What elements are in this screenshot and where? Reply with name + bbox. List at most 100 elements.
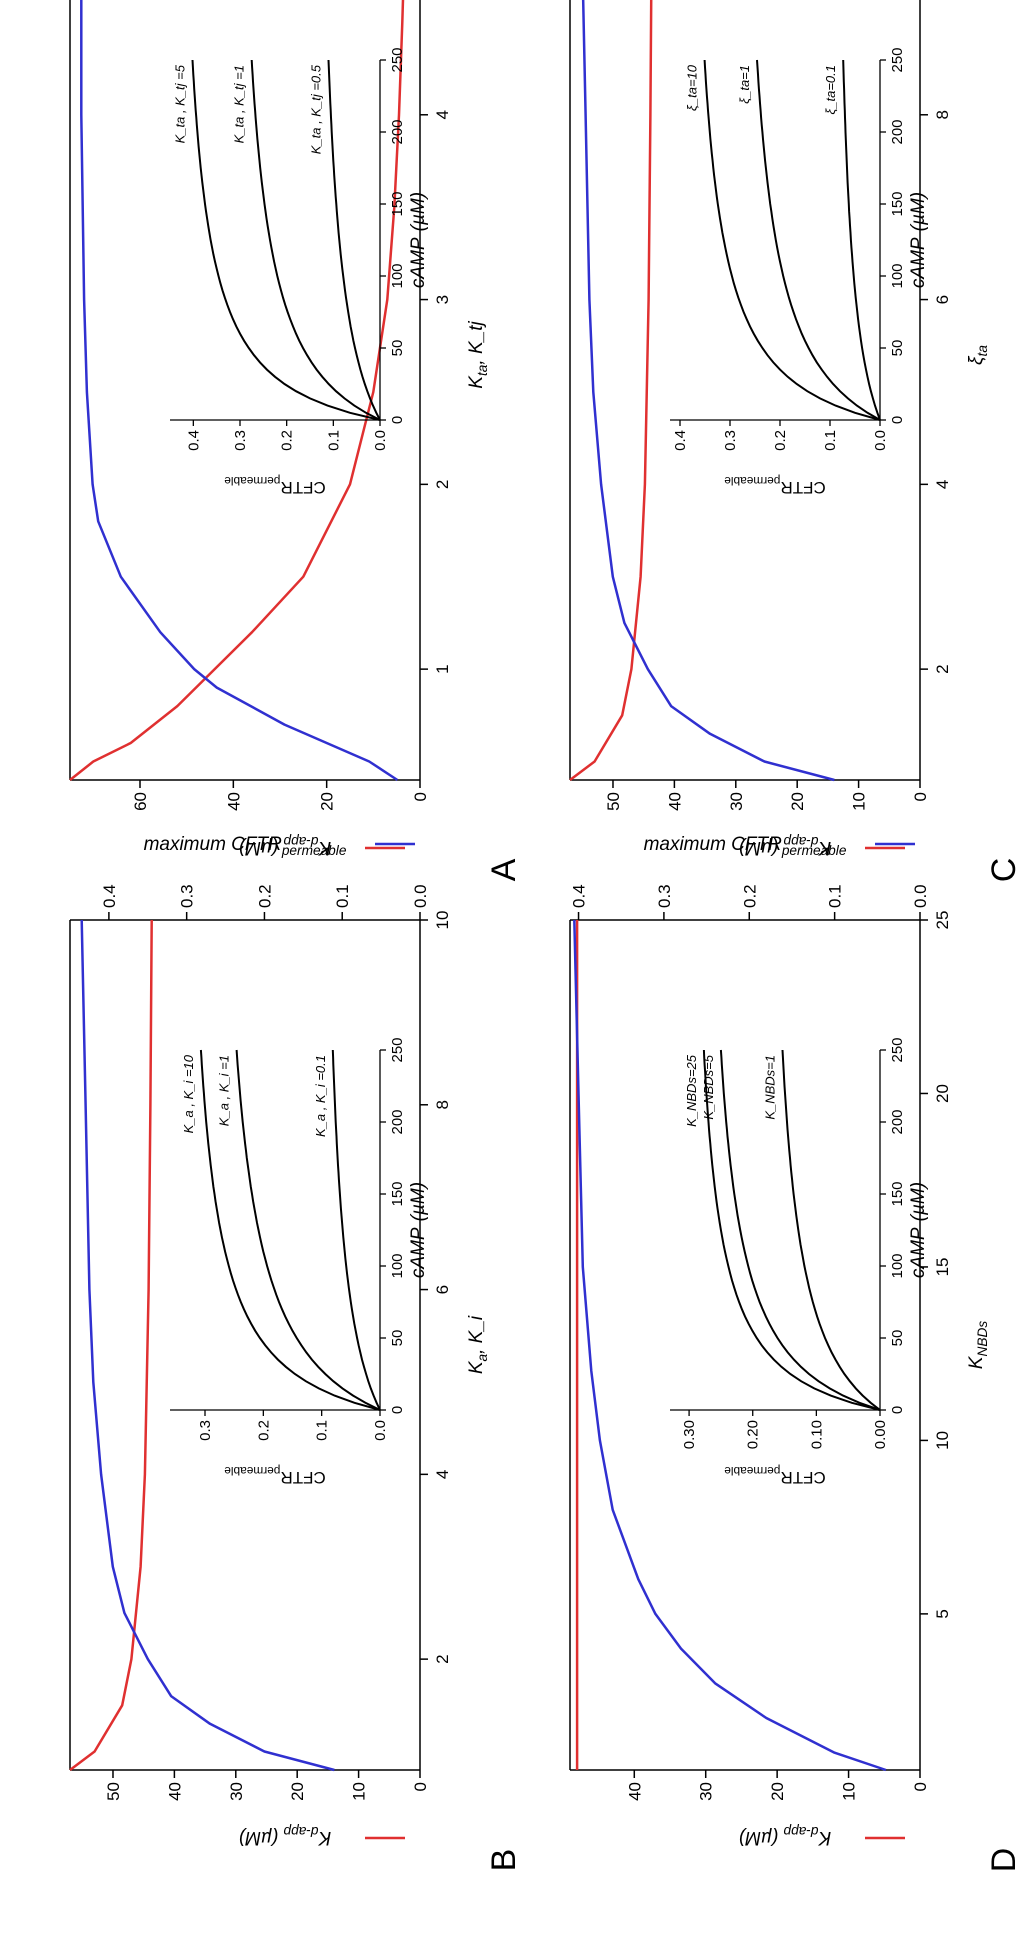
y-left-label-group: Kd-app (µM) — [239, 1824, 405, 1848]
inset-x-tick-label: 150 — [389, 191, 406, 216]
y-right-tick-label: 0.0 — [411, 884, 430, 908]
x-tick-label: 15 — [933, 1257, 952, 1276]
inset-curve — [702, 1049, 881, 1411]
inset-x-tick-label: 200 — [889, 119, 906, 144]
inset-y-tick-label: 0.2 — [255, 1420, 272, 1441]
y-right-axis-label: maximum CFTRpermeable — [644, 834, 847, 858]
inset-y-tick-label: 0.10 — [808, 1420, 825, 1449]
inset-curve-label: K_NBDs=25 — [684, 1054, 699, 1127]
y-left-label-group: Kd-app (µM) — [239, 834, 405, 858]
inset-x-axis-label: cAMP(µM) — [908, 1182, 929, 1278]
x-tick-label: 20 — [933, 1084, 952, 1103]
inset-curve-label: ξ_ta=10 — [685, 64, 700, 111]
inset-x-tick-label: 100 — [889, 1253, 906, 1278]
inset-chart: 0 50 100 150 200 250 cAMP(µM) 0.0 0.1 0.2 0.3 0.4 CF… — [170, 47, 429, 497]
y-left-tick-label: 40 — [165, 1782, 184, 1801]
y-left-tick-label: 30 — [697, 1782, 716, 1801]
y-right-axis-label: maximum CFTRpermeable — [144, 834, 347, 858]
inset-x-tick-label: 200 — [389, 1109, 406, 1134]
inset-curve-label: K_ta , K_tj =0.5 — [309, 64, 324, 154]
inset-y-tick-label: 0.3 — [722, 430, 739, 451]
inset-x-tick-label: 50 — [389, 1330, 406, 1347]
inset-y-tick-label: 0.1 — [822, 430, 839, 451]
inset-y-tick-label: 0.20 — [745, 1420, 762, 1449]
y-left-tick-label: 0 — [411, 1782, 430, 1791]
inset-y-tick-label: 0.2 — [279, 430, 296, 451]
inset-y-label-group: CFTRpermeable — [724, 474, 826, 497]
inset-y-tick-label: 0.1 — [314, 1420, 331, 1441]
chart-panel-b: B 2 4 6 8 10 Ka, K_i 0 10 20 30 40 50 0.0 0.1 0.2 0.3 0.4… — [69, 834, 523, 1871]
y-left-tick-label: 10 — [840, 1782, 859, 1801]
chart-panel-d: D 5 10 15 20 25 KNBDs 0 10 20 30 40 0.0 0.1 0.2 0.3 0.4 K… — [569, 834, 1016, 1872]
y-left-tick-label: 20 — [788, 792, 807, 811]
inset-curve — [235, 1049, 381, 1411]
inset-curve-label: K_ta , K_tj =1 — [232, 65, 247, 143]
inset-y-tick-label: 0.2 — [772, 430, 789, 451]
y-right-tick-label: 0.0 — [911, 884, 930, 908]
inset-y-label-group: CFTRpermeable — [724, 1464, 826, 1487]
inset-x-tick-label: 150 — [389, 1181, 406, 1206]
y-left-axis-label: Kd-app (µM) — [239, 1824, 331, 1848]
inset-chart: 0 50 100 150 200 250 cAMP(µM) 0.0 0.1 0.2 0.3 CFTRp… — [170, 1037, 429, 1487]
y-right-tick-label: 0.1 — [333, 884, 352, 908]
inset-y-tick-label: 0.4 — [672, 430, 689, 451]
inset-x-tick-label: 250 — [889, 1037, 906, 1062]
inset-y-tick-label: 0.0 — [372, 430, 389, 451]
inset-curve-label: K_a , K_i =0.1 — [313, 1055, 328, 1137]
inset-curve — [842, 59, 881, 421]
x-tick-label: 2 — [933, 664, 952, 673]
inset-curve — [191, 59, 381, 421]
y-right-tick-label: 0.1 — [826, 884, 845, 908]
x-tick-label: 10 — [933, 1431, 952, 1450]
inset-x-tick-label: 100 — [389, 1253, 406, 1278]
inset-y-tick-label: 0.3 — [232, 430, 249, 451]
x-tick-label: 8 — [933, 110, 952, 119]
y-left-tick-label: 60 — [131, 792, 150, 811]
inset-y-tick-label: 0.00 — [872, 1420, 889, 1449]
y-left-axis-label: Kd-app (µM) — [239, 834, 331, 858]
inset-x-tick-label: 250 — [389, 47, 406, 72]
max-cftr-series-line — [80, 0, 399, 782]
y-left-label-group: Kd-app (µM) — [739, 1824, 905, 1848]
y-left-axis-label: Kd-app (µM) — [739, 834, 831, 858]
inset-y-tick-label: 0.0 — [872, 430, 889, 451]
y-left-tick-label: 40 — [224, 792, 243, 811]
inset-y-label-group: CFTRpermeable — [224, 1464, 326, 1487]
inset-curve — [719, 1049, 881, 1411]
x-axis-label: Ka, K_i — [466, 1315, 490, 1374]
inset-x-tick-label: 150 — [889, 1181, 906, 1206]
inset-y-label-group: CFTRpermeable — [224, 474, 326, 497]
inset-chart: 0 50 100 150 200 250 cAMP(µM) 0.0 0.1 0.2 0.3 0.4 CF… — [670, 47, 929, 497]
inset-curve-label: K_a , K_i =1 — [217, 1055, 232, 1126]
x-tick-label: 10 — [433, 911, 452, 930]
inset-x-tick-label: 0 — [889, 416, 906, 424]
x-tick-label: 4 — [433, 1470, 452, 1479]
y-right-label-group: maximum CFTRpermeable — [644, 834, 915, 858]
x-tick-label: 25 — [933, 911, 952, 930]
inset-y-tick-label: 0.4 — [185, 430, 202, 451]
y-right-tick-label: 0.4 — [570, 884, 589, 908]
inset-curve — [781, 1049, 881, 1411]
y-left-tick-label: 20 — [288, 1782, 307, 1801]
kd-app-series-line — [569, 0, 653, 781]
y-left-tick-label: 40 — [665, 792, 684, 811]
inset-y-tick-label: 0.1 — [325, 430, 342, 451]
y-left-tick-label: 40 — [625, 1782, 644, 1801]
x-tick-label: 1 — [433, 664, 452, 673]
y-left-label-group: Kd-app (µM) — [739, 834, 905, 858]
inset-curve — [756, 59, 881, 421]
inset-y-axis-label: CFTRpermeable — [224, 1464, 326, 1487]
y-left-tick-label: 50 — [604, 792, 623, 811]
x-tick-label: 2 — [433, 1654, 452, 1663]
inset-x-axis-label: cAMP(µM) — [408, 192, 429, 288]
max-cftr-series-line — [573, 919, 887, 1772]
inset-y-tick-label: 0.30 — [681, 1420, 698, 1449]
inset-curve-label: K_a , K_i =10 — [181, 1054, 196, 1133]
y-left-tick-label: 20 — [768, 1782, 787, 1801]
y-left-tick-label: 30 — [227, 1782, 246, 1801]
y-left-axis-label: Kd-app (µM) — [739, 1824, 831, 1848]
inset-x-tick-label: 50 — [389, 340, 406, 357]
x-tick-label: 4 — [433, 110, 452, 119]
max-cftr-series-line — [80, 919, 335, 1772]
max-cftr-series-line — [580, 0, 835, 782]
